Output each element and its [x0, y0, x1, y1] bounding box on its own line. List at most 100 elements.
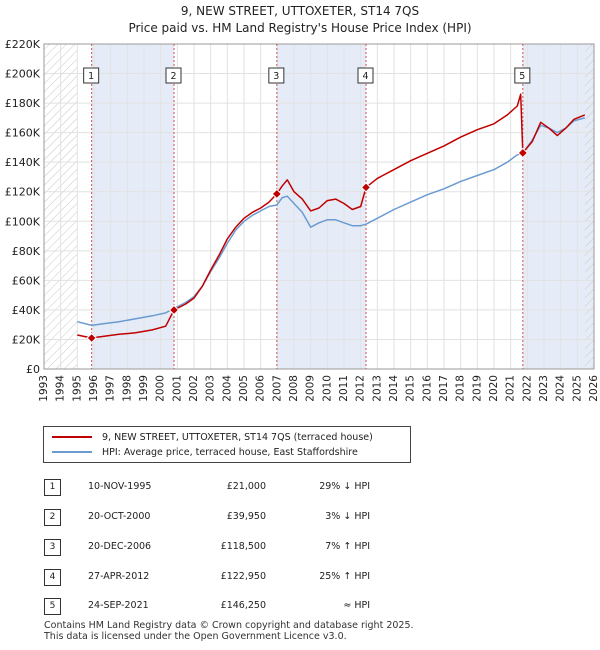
x-tick-label: 2023	[538, 375, 550, 402]
y-tick-label: £200K	[5, 68, 41, 81]
y-tick-label: £0	[26, 363, 40, 376]
x-tick-label: 2024	[555, 375, 567, 402]
y-tick-label: £20K	[12, 333, 41, 346]
x-tick-label: 2014	[388, 375, 400, 402]
plot-frame	[43, 43, 595, 370]
table-row: 4 27-APR-2012 £122,950 25% ↑ HPI	[0, 567, 600, 589]
row-marker: 3	[44, 539, 61, 556]
x-tick-label: 2013	[371, 375, 383, 402]
sale-number-box	[357, 67, 374, 84]
hpi-line	[77, 117, 585, 327]
legend: 9, NEW STREET, UTTOXETER, ST14 7QS (terr…	[43, 426, 411, 463]
footer-line-1: Contains HM Land Registry data © Crown c…	[44, 620, 414, 631]
y-tick-label: £40K	[12, 304, 41, 317]
x-tick-label: 2017	[438, 375, 450, 402]
x-tick-label: 2026	[588, 375, 600, 402]
x-tick-label: 2011	[338, 375, 350, 402]
x-tick-label: 2021	[505, 375, 517, 402]
sale-number-box	[514, 67, 531, 84]
shaded-period	[91, 44, 174, 369]
sale-number-box	[83, 67, 100, 84]
x-tick-label: 1998	[121, 375, 133, 402]
x-tick-label: 1996	[88, 375, 100, 402]
row-marker: 2	[44, 509, 61, 526]
sale-number-box	[268, 67, 285, 84]
row-date: 10-NOV-1995	[88, 481, 152, 492]
row-date: 27-APR-2012	[88, 571, 150, 582]
hatched-region	[584, 44, 594, 369]
row-marker: 4	[44, 569, 61, 586]
table-row: 3 20-DEC-2006 £118,500 7% ↑ HPI	[0, 537, 600, 559]
sale-number-label: 5	[519, 71, 525, 82]
x-tick-label: 2019	[471, 375, 483, 402]
x-tick-label: 2020	[488, 375, 500, 402]
row-marker: 5	[44, 598, 61, 615]
sale-point	[517, 147, 529, 159]
y-tick-label: £220K	[5, 38, 41, 51]
row-price: £39,950	[226, 511, 266, 522]
shaded-period	[522, 44, 594, 369]
x-tick-label: 1997	[105, 375, 117, 402]
x-tick-label: 2009	[305, 375, 317, 402]
sale-number-label: 4	[362, 71, 368, 82]
y-tick-label: £100K	[5, 215, 41, 228]
table-row: 5 24-SEP-2021 £146,250 ≈ HPI	[0, 596, 600, 618]
row-price: £21,000	[226, 481, 266, 492]
chart-subtitle: Price paid vs. HM Land Registry's House …	[128, 21, 472, 35]
y-tick-label: £180K	[5, 97, 41, 110]
row-hpi: 25% ↑ HPI	[319, 571, 370, 582]
y-tick-label: £80K	[12, 245, 41, 258]
x-tick-label: 2003	[205, 375, 217, 402]
row-hpi: 7% ↑ HPI	[325, 541, 370, 552]
sale-point	[271, 188, 283, 200]
row-price: £146,250	[220, 600, 266, 611]
x-tick-label: 1995	[71, 375, 83, 402]
row-hpi: ≈ HPI	[343, 600, 370, 611]
x-tick-label: 2002	[188, 375, 200, 402]
row-price: £118,500	[220, 541, 266, 552]
x-tick-label: 2012	[355, 375, 367, 402]
legend-swatch-hpi	[52, 451, 92, 453]
x-tick-label: 2001	[171, 375, 183, 402]
x-tick-label: 2016	[421, 375, 433, 402]
x-tick-label: 2025	[571, 375, 583, 402]
sale-number-label: 2	[170, 71, 176, 82]
x-tick-label: 1999	[138, 375, 150, 402]
price-chart: £0 £20K £40K £60K £80K £100K £120K £140K £160K £1…	[5, 38, 600, 402]
y-tick-label: £60K	[12, 274, 41, 287]
x-tick-label: 2018	[455, 375, 467, 402]
table-row: 2 20-OCT-2000 £39,950 3% ↓ HPI	[0, 507, 600, 529]
x-tick-label: 2004	[221, 375, 233, 402]
row-hpi: 3% ↓ HPI	[325, 511, 370, 522]
row-marker: 1	[44, 479, 61, 496]
footer-line-2: This data is licensed under the Open Gov…	[44, 631, 347, 642]
row-date: 20-OCT-2000	[88, 511, 151, 522]
row-date: 24-SEP-2021	[88, 600, 149, 611]
x-tick-label: 2000	[155, 375, 167, 402]
x-tick-label: 2008	[288, 375, 300, 402]
row-price: £122,950	[220, 571, 266, 582]
x-tick-label: 2005	[238, 375, 250, 402]
row-hpi: 29% ↓ HPI	[319, 481, 370, 492]
chart-title: 9, NEW STREET, UTTOXETER, ST14 7QS	[180, 4, 420, 18]
x-tick-label: 2010	[321, 375, 333, 402]
legend-label-property: 9, NEW STREET, UTTOXETER, ST14 7QS (terr…	[102, 431, 373, 443]
x-tick-label: 2007	[271, 375, 283, 402]
sale-point	[168, 304, 180, 316]
x-tick-label: 1993	[38, 375, 50, 402]
x-tick-label: 2022	[521, 375, 533, 402]
y-tick-label: £120K	[5, 186, 41, 199]
sale-point	[360, 182, 372, 193]
sale-number-label: 3	[273, 71, 279, 82]
sale-number-label: 1	[88, 71, 94, 82]
x-tick-label: 2015	[405, 375, 417, 402]
legend-item-hpi: HPI: Average price, terraced house, East…	[52, 445, 358, 459]
y-tick-label: £140K	[5, 156, 41, 169]
property-price-line	[77, 93, 586, 339]
sale-number-box	[165, 67, 182, 84]
legend-label-hpi: HPI: Average price, terraced house, East…	[102, 446, 358, 458]
footer: Contains HM Land Registry data © Crown c…	[44, 620, 414, 642]
row-date: 20-DEC-2006	[88, 541, 152, 552]
legend-swatch-property	[52, 436, 92, 438]
y-tick-label: £160K	[5, 127, 41, 140]
